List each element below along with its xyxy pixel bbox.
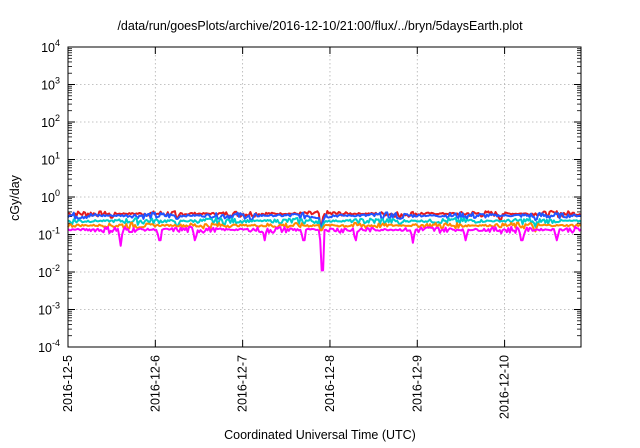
series-line-3 xyxy=(67,216,582,232)
plot-border xyxy=(67,46,582,348)
x-tick-label: 2016-12-5 xyxy=(61,355,75,412)
y-tick-label: 10-2 xyxy=(38,263,60,280)
y-tick-label: 100 xyxy=(41,188,60,205)
y-tick-label: 10-4 xyxy=(38,338,60,355)
y-axis-label: cGy/day xyxy=(8,175,22,221)
series-line-2 xyxy=(67,211,582,228)
series-line-4 xyxy=(67,221,582,233)
x-tick-label: 2016-12-10 xyxy=(498,355,512,419)
y-tick-label: 101 xyxy=(41,151,60,168)
y-tick-label: 102 xyxy=(41,113,60,130)
chart-title: /data/run/goesPlots/archive/2016-12-10/2… xyxy=(117,19,523,33)
series-line-1 xyxy=(67,209,582,226)
x-tick-label: 2016-12-7 xyxy=(236,355,250,412)
y-tick-label: 104 xyxy=(41,38,60,55)
x-tick-label: 2016-12-6 xyxy=(148,355,162,412)
x-tick-label: 2016-12-8 xyxy=(323,355,337,412)
x-axis-label: Coordinated Universal Time (UTC) xyxy=(224,428,416,442)
x-tick-label: 2016-12-9 xyxy=(410,355,424,412)
y-tick-label: 103 xyxy=(41,76,60,93)
y-tick-label: 10-3 xyxy=(38,301,60,318)
series-line-5 xyxy=(67,225,582,272)
y-tick-label: 10-1 xyxy=(38,226,60,243)
